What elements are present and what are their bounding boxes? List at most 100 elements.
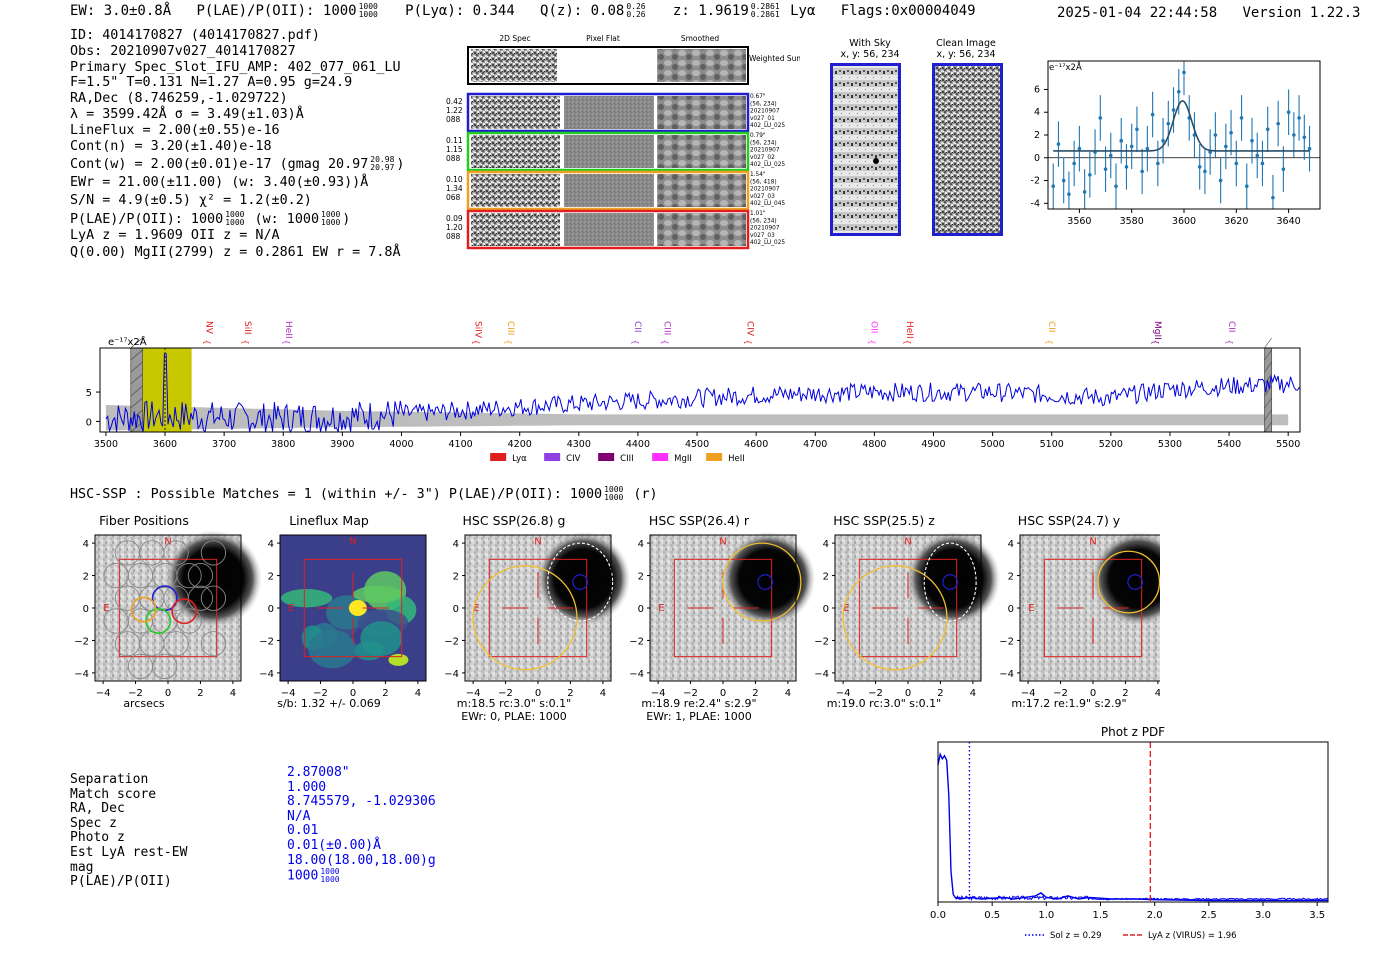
spec-row-right-value: 1.54" bbox=[750, 172, 766, 178]
source-ellipse bbox=[923, 542, 977, 622]
spec-legend-swatch bbox=[490, 453, 507, 461]
fit-point bbox=[1056, 142, 1061, 146]
match-value-score: 1.000 bbox=[287, 779, 327, 795]
spec-row-flat bbox=[564, 96, 654, 129]
spec-row-flat bbox=[564, 135, 654, 168]
line-marker-ciii: CIII bbox=[662, 321, 672, 335]
fit-point bbox=[1082, 190, 1087, 194]
caption-fiber: arcsecs bbox=[123, 697, 165, 710]
spec-xtick-label: 3600 bbox=[153, 439, 177, 450]
match-label-mag: mag bbox=[70, 859, 94, 875]
aperture-ellipse bbox=[722, 542, 802, 622]
north-label: N bbox=[164, 537, 171, 548]
match-label-radec: RA, Dec bbox=[70, 801, 125, 817]
cutout-xtick-label: 4 bbox=[415, 688, 421, 699]
line-marker-siii: SiII bbox=[242, 321, 252, 335]
north-label: N bbox=[1089, 537, 1096, 548]
source-ellipse bbox=[547, 542, 614, 622]
match-value-plae: 1000 1000 1000 bbox=[287, 868, 436, 884]
match-label-score: Match score bbox=[70, 786, 157, 802]
spec-row-2d bbox=[471, 96, 560, 129]
line-marker-brace: { bbox=[1225, 339, 1234, 344]
cutout-title-lineflux: Lineflux Map bbox=[289, 513, 369, 528]
fit-xtick-label: 3560 bbox=[1067, 216, 1091, 227]
cutout-xtick-label: 2 bbox=[197, 688, 203, 699]
fit-point bbox=[1276, 121, 1280, 126]
spec-xtick-label: 5200 bbox=[1099, 439, 1123, 450]
line-marker-heii: HeII bbox=[283, 321, 293, 339]
line-marker-civ: CIV bbox=[744, 321, 754, 337]
spec-xtick-label: 4900 bbox=[921, 439, 945, 450]
east-label: E bbox=[1028, 603, 1034, 614]
match-box bbox=[942, 574, 959, 590]
fiber-circle bbox=[200, 585, 227, 611]
spec-legend-swatch bbox=[706, 453, 723, 461]
contw-frac: 20.98 20.97 bbox=[370, 156, 394, 172]
contw-text: Cont(w) = 2.00(±0.01)e-17 (gmag 20.97 bbox=[70, 157, 369, 173]
caption-z: m:19.0 rc:3.0" s:0.1" bbox=[826, 697, 942, 710]
spec-row-right-value: 20210907 bbox=[750, 187, 780, 193]
spec-legend-label: MgII bbox=[674, 454, 692, 464]
spec-row-right-value: 402_LU_025 bbox=[750, 162, 785, 168]
spec-row-right-value: 20210907 bbox=[750, 148, 780, 154]
fit-point bbox=[1218, 178, 1223, 183]
plae-num: 1000 bbox=[225, 209, 245, 219]
fit-point bbox=[1260, 161, 1265, 166]
cutout-ytick-label: 0 bbox=[638, 604, 644, 615]
line-marker-heii: HeII bbox=[904, 321, 914, 339]
spec-row-right-value: (56, 234) bbox=[750, 218, 777, 224]
col-label-2d: 2D Spec bbox=[499, 34, 530, 43]
fiber-circle bbox=[176, 562, 202, 589]
spec-xtick-label: 3700 bbox=[212, 439, 236, 450]
info-radec: RA,Dec (8.746259,-1.029722) bbox=[70, 91, 288, 107]
spec-row-flat bbox=[564, 213, 654, 246]
clean-image bbox=[932, 63, 1003, 236]
cutout-ytick-label: 4 bbox=[823, 539, 829, 550]
cutout-xtick-label: 2 bbox=[752, 688, 758, 699]
cutout-title-g: HSC SSP(26.8) g bbox=[462, 513, 566, 528]
spec-row-right-value: 0.67" bbox=[750, 94, 766, 100]
cutout-xtick-label: 2 bbox=[937, 688, 943, 699]
match-box bbox=[572, 574, 589, 590]
aperture-box bbox=[303, 558, 403, 658]
fit-point bbox=[1114, 184, 1118, 189]
contw-num: 20.98 bbox=[370, 155, 395, 165]
fiber-circle bbox=[200, 631, 227, 657]
fit-ytick-label: 4 bbox=[1034, 107, 1040, 118]
spec-row-right-value: v027_02 bbox=[750, 155, 775, 161]
hatch-line bbox=[1264, 397, 1272, 409]
cutout-ytick-label: 2 bbox=[1008, 572, 1014, 583]
contw-end: ) bbox=[396, 157, 405, 173]
plae-w-end: ) bbox=[342, 211, 351, 227]
fit-point bbox=[1072, 161, 1076, 166]
hatch-line bbox=[1264, 337, 1272, 349]
spec-xtick-label: 5000 bbox=[981, 439, 1005, 450]
spec-xtick-label: 5500 bbox=[1276, 439, 1300, 450]
sky-images bbox=[830, 63, 1003, 236]
line-marker-brace: { bbox=[282, 339, 291, 344]
spec-xtick-label: 4200 bbox=[508, 439, 532, 450]
aperture-ellipse bbox=[842, 565, 948, 671]
spec-xtick-label: 3500 bbox=[94, 439, 118, 450]
fit-point bbox=[1271, 195, 1275, 200]
plae-frac: 1000 1000 bbox=[225, 209, 245, 227]
spec-row-right-value: 402_LU_025 bbox=[750, 240, 785, 246]
cutout-title-fiber: Fiber Positions bbox=[99, 513, 189, 528]
cutout-xtick-label: −4 bbox=[651, 688, 666, 699]
spec-row-right-value: 20210907 bbox=[750, 226, 780, 232]
east-label: E bbox=[288, 603, 294, 614]
qz-num: 0.26 bbox=[626, 2, 646, 11]
cutout-ytick-label: −2 bbox=[74, 636, 89, 647]
fit-point bbox=[1061, 178, 1066, 183]
spec2d-panel: 2D Spec Pixel Flat Smoothed Weighted Sum… bbox=[446, 34, 800, 250]
fit-point bbox=[1234, 161, 1239, 166]
line-marker-nv: NV bbox=[203, 321, 213, 335]
legend-lya-label: LyA z (VIRUS) = 1.96 bbox=[1148, 931, 1237, 941]
plae-text: P(LAE)/P(OII): 1000 bbox=[70, 211, 224, 227]
fit-ytick-label: 2 bbox=[1034, 130, 1040, 141]
spec-row-left-value: 1.15 bbox=[446, 145, 463, 154]
fiber-circle bbox=[163, 540, 189, 566]
cutout-ytick-label: −4 bbox=[999, 669, 1014, 680]
photz-pdf-line bbox=[937, 751, 1328, 902]
